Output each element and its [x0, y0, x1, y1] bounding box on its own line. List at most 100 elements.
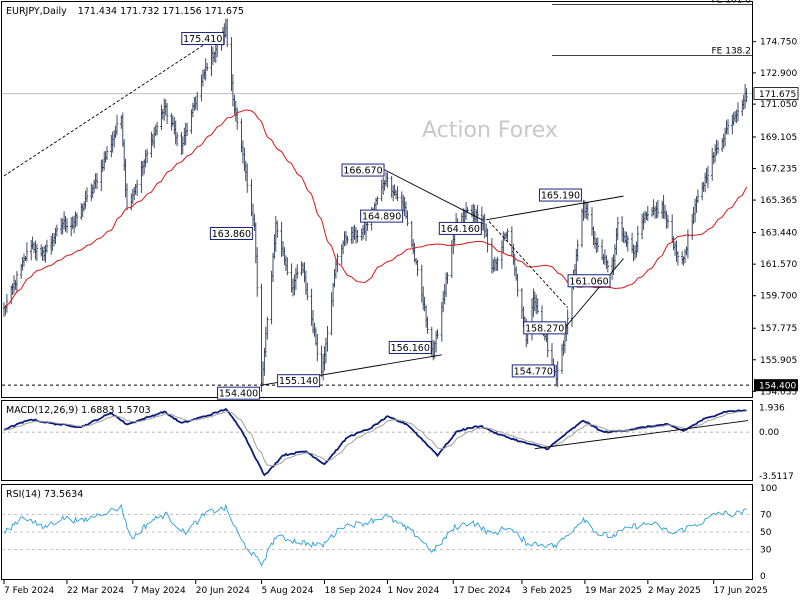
ohlc-bar	[616, 217, 619, 241]
ohlc-bar	[35, 244, 39, 261]
ohlc-bar	[576, 239, 579, 262]
ohlc-bar	[145, 148, 149, 164]
rsi-axis-label: 70	[760, 510, 772, 520]
price-axis-label: 169.105	[760, 133, 797, 143]
price-axis-label: 155.905	[760, 356, 797, 366]
ohlc-bar	[55, 224, 59, 237]
time-axis-label: 1 Nov 2024	[387, 586, 439, 596]
ohlc-bar	[266, 316, 269, 340]
macd-panel-frame	[1, 400, 753, 481]
ohlc-bar	[686, 229, 690, 259]
ohlc-bar	[476, 204, 479, 225]
ohlc-bar	[716, 140, 720, 154]
price-axis-label: 159.700	[760, 292, 797, 302]
level-price-label: 154.400	[759, 382, 796, 392]
price-annotation-label: 164.890	[362, 212, 401, 223]
trendline	[3, 30, 227, 177]
rsi-label: RSI(14) 73.5634	[6, 489, 83, 500]
price-axis-label: 163.440	[760, 229, 797, 239]
price-annotation-box	[388, 340, 432, 354]
price-axis-label: 167.235	[760, 165, 797, 175]
ohlc-bar	[115, 114, 119, 136]
price-bars	[2, 18, 748, 392]
time-axis: 7 Feb 2024 22 Mar 2024 7 May 2024 20 Jun 20…	[3, 580, 768, 596]
ohlc-bar	[436, 329, 439, 339]
price-annotation-box	[438, 221, 482, 235]
ohlc-bar	[596, 237, 599, 252]
price-annotation-label: 164.160	[441, 224, 480, 235]
ohlc-values: 171.434 171.732 171.156 171.675	[78, 6, 244, 17]
rsi-axis-label: 100	[760, 484, 777, 494]
price-annotation-label: 158.270	[525, 323, 564, 334]
ohlc-bar	[606, 260, 609, 273]
trendline	[488, 221, 569, 308]
ohlc-bar	[376, 196, 379, 205]
ohlc-bar	[206, 62, 209, 71]
time-axis-label: 22 Mar 2024	[67, 586, 124, 596]
price-annotation-box	[360, 209, 404, 223]
time-axis-label: 17 Jun 2025	[714, 586, 768, 596]
symbol-label: EURJPY,Daily	[6, 6, 67, 17]
macd-axis-label: 0.00	[759, 428, 779, 438]
ohlc-bar	[286, 257, 289, 276]
price-annotation-label: 154.400	[219, 389, 258, 400]
price-panel-frame	[1, 1, 753, 398]
fib-extension-label: FE 138.2	[712, 47, 752, 57]
ohlc-bar	[706, 166, 710, 189]
price-annotation-box	[209, 226, 253, 240]
ohlc-bar	[346, 236, 349, 244]
price-layer: FE 161.8 FE 138.2	[2, 0, 752, 392]
ohlc-bar	[276, 220, 279, 238]
ohlc-bar	[246, 163, 249, 193]
ohlc-bar	[676, 251, 680, 266]
ohlc-bar	[356, 230, 359, 243]
macd-trendline	[534, 420, 749, 450]
ohlc-bar	[185, 122, 189, 137]
price-annotation-box	[567, 274, 611, 288]
ohlc-bar	[135, 179, 139, 196]
ohlc-bar	[105, 146, 109, 160]
ohlc-bar	[745, 88, 748, 103]
rsi-axis-label: 50	[760, 528, 772, 538]
ohlc-bar	[406, 210, 409, 226]
ohlc-bar	[386, 172, 389, 188]
ohlc-bar	[25, 242, 29, 262]
ohlc-bar	[656, 200, 660, 218]
time-axis-label: 2 May 2025	[648, 586, 701, 596]
rsi-line	[3, 503, 747, 567]
ohlc-bar	[496, 257, 499, 271]
trendline	[563, 258, 624, 330]
price-annotation-label: 156.160	[391, 343, 430, 354]
ohlc-bar	[636, 225, 639, 253]
rsi-axis-label: 0	[760, 572, 766, 582]
ohlc-bar	[296, 264, 299, 279]
ohlc-bar	[446, 272, 449, 284]
price-axis-label: 171.050	[760, 100, 797, 110]
ohlc-bar	[736, 102, 740, 122]
ohlc-bar	[556, 361, 559, 388]
ohlc-bar	[155, 121, 159, 136]
price-annotation-box	[217, 386, 261, 400]
ohlc-bar	[75, 212, 79, 226]
ohlc-bar	[196, 91, 199, 111]
moving-average-line	[3, 109, 748, 309]
rsi-panel-frame	[1, 484, 753, 580]
price-axis-label: 165.365	[760, 196, 797, 206]
price-annotation-label: 161.060	[569, 276, 608, 287]
ohlc-bar	[626, 235, 629, 252]
ohlc-bar	[326, 325, 329, 352]
ohlc-bar	[586, 201, 589, 221]
macd-axis-label: -3.5117	[759, 472, 794, 482]
price-annotation-box	[341, 163, 385, 177]
ohlc-bar	[666, 214, 670, 229]
ohlc-bar	[316, 333, 319, 362]
macd-signal-line	[3, 410, 747, 467]
price-annotation-box	[511, 364, 555, 378]
watermark: Action Forex	[422, 118, 558, 143]
macd-axis-label: 1.936	[759, 403, 785, 413]
ohlc-bar	[426, 316, 429, 334]
ohlc-bar	[506, 228, 509, 242]
ohlc-bar	[306, 282, 309, 301]
ohlc-bar	[175, 132, 179, 147]
